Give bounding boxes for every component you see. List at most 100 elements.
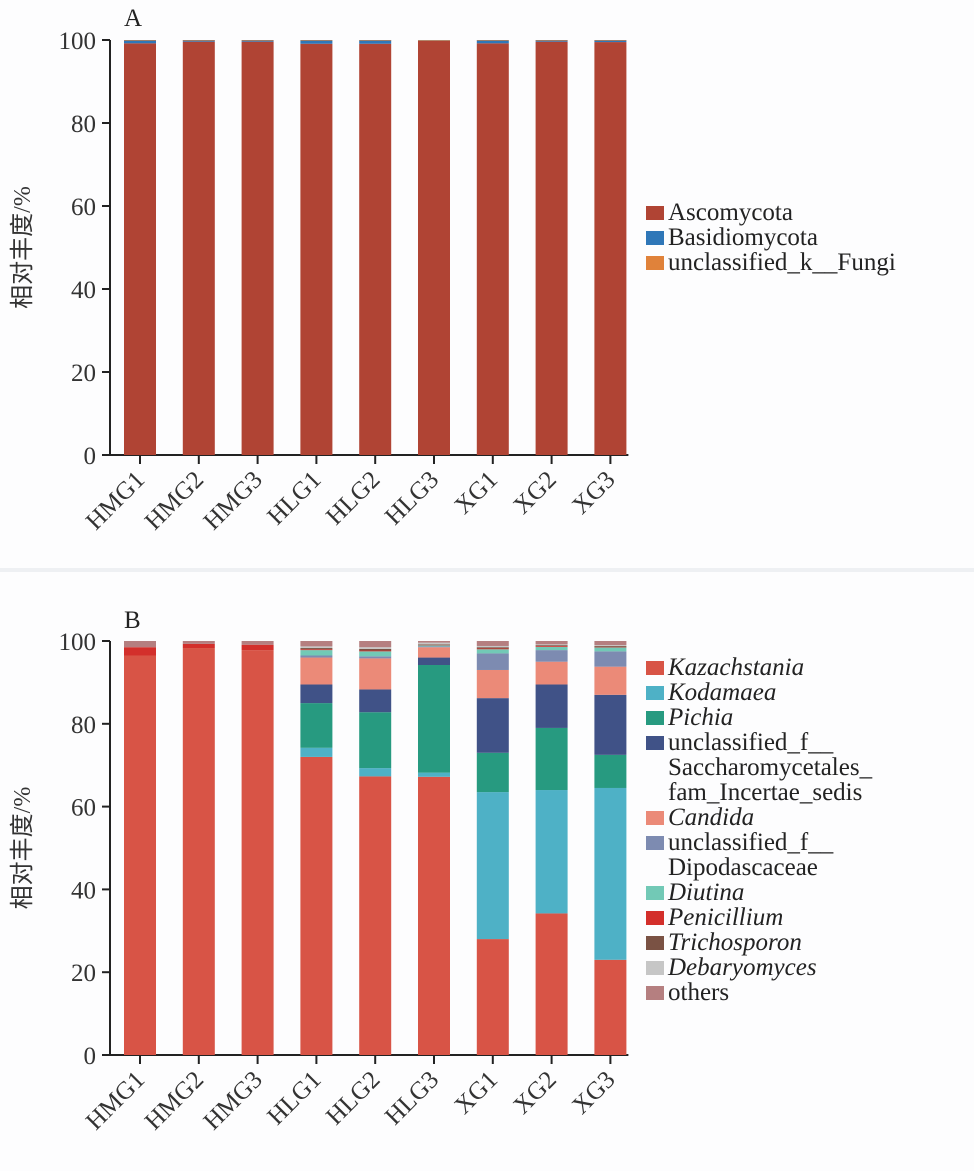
bar-stack-hlg1	[300, 641, 333, 1055]
x-tick-label: HMG1	[81, 1066, 150, 1135]
bar-segment	[535, 40, 568, 42]
bar-segment	[359, 650, 392, 652]
bar-segment	[594, 647, 627, 652]
panel-label: B	[124, 607, 141, 634]
legend-item: Ascomycota	[646, 200, 896, 225]
y-axis-title: 相对丰度/%	[9, 186, 36, 309]
bar-segment	[359, 768, 392, 777]
bar-segment	[241, 641, 274, 645]
bar-segment	[594, 42, 627, 455]
bar-stack-hlg3	[418, 40, 450, 456]
y-tick-label: 40	[71, 277, 96, 304]
bar-segment	[300, 756, 333, 1055]
legend-label: others	[668, 979, 730, 1006]
x-tick-label: XG1	[450, 1066, 503, 1119]
legend-label: Penicillium	[668, 904, 784, 931]
x-tick-label: XG1	[450, 466, 503, 519]
bar-segment	[359, 776, 392, 1055]
legend-label: Basidiomycota	[668, 224, 818, 251]
bar-stack-xg1	[476, 641, 509, 1055]
bar-segment	[359, 40, 392, 44]
bar-segment	[300, 655, 333, 658]
bar-segment	[535, 650, 568, 662]
bar-segment	[182, 643, 215, 649]
bar-segment	[182, 648, 215, 1055]
legend-item: Penicillium	[646, 905, 872, 930]
bar-segment	[535, 727, 568, 791]
x-tick-label: HMG3	[199, 1066, 268, 1135]
legend-label: Trichosporon	[668, 929, 802, 956]
bar-segment	[359, 43, 392, 456]
bar-stack-xg3	[594, 641, 627, 1055]
bar-segment	[535, 645, 568, 646]
y-tick-label: 100	[59, 629, 97, 656]
bar-segment	[300, 43, 333, 456]
bar-segment	[476, 648, 509, 650]
bar-segment	[594, 666, 627, 695]
bar-segment	[418, 776, 450, 1055]
bar-segment	[594, 651, 627, 667]
bar-segment	[300, 40, 333, 44]
legend-label: unclassified_k__Fungi	[668, 249, 896, 276]
bar-segment	[594, 40, 627, 43]
bar-segment	[300, 657, 333, 685]
legend-item: Kodamaea	[646, 680, 872, 705]
bar-segment	[300, 650, 333, 656]
bar-stack-xg2	[535, 641, 568, 1055]
y-tick-label: 0	[84, 443, 97, 470]
bar-stack-hmg3	[241, 641, 274, 1055]
bar-segment	[535, 684, 568, 728]
bar-segment	[124, 43, 156, 455]
bar-stack-hlg2	[359, 40, 392, 456]
y-tick-label: 80	[71, 111, 96, 138]
bar-segment	[359, 647, 392, 649]
bar-segment	[418, 647, 450, 658]
x-tick-label: HMG2	[140, 1066, 209, 1135]
bar-stack-xg2	[535, 40, 568, 455]
bar-segment	[594, 641, 627, 646]
bar-segment	[476, 792, 509, 940]
bar-segment	[300, 646, 333, 649]
bar-segment	[535, 661, 568, 685]
bar-segment	[476, 40, 509, 44]
legend-item: unclassified_f__ Dipodascaceae	[646, 830, 872, 880]
bar-segment	[594, 646, 627, 648]
legend-swatch	[646, 711, 664, 725]
bar-segment	[535, 40, 568, 41]
y-tick-label: 60	[71, 795, 96, 822]
bar-stack-hmg3	[241, 40, 274, 455]
bar-segment	[535, 913, 568, 1055]
legend-item: Diutina	[646, 880, 872, 905]
chart-panel-b: B 0 20 40 60 80 100 相对丰度/% HMG1 HMG2 HMG3 HLG1 HLG2 H…	[0, 572, 974, 1171]
legend-label: Kazachstania	[668, 654, 805, 681]
bar-segment	[418, 40, 450, 41]
bar-segment	[476, 645, 509, 648]
legend-item: unclassified_f__ Saccharomycetales_ fam_…	[646, 730, 872, 805]
bar-segment	[300, 747, 333, 757]
bar-segment	[535, 41, 568, 455]
legend-b: Kazachstania Kodamaea Pichia unclassified_f…	[646, 655, 872, 1005]
bar-segment	[359, 656, 392, 659]
bar-segment	[594, 754, 627, 788]
x-tick-label: HLG3	[380, 1066, 444, 1130]
chart-panel-a: A 0 20 40 60 80 100 相对丰度/% HMG1 HMG2 HMG3 HLG1 HLG2 H…	[0, 0, 974, 568]
bar-segment	[476, 40, 509, 41]
bar-segment	[535, 646, 568, 651]
y-tick-label: 20	[71, 360, 96, 387]
bar-segment	[359, 712, 392, 769]
bar-segment	[594, 787, 627, 960]
x-tick-label: XG3	[567, 466, 620, 519]
legend-swatch	[646, 661, 664, 675]
legend-swatch	[646, 961, 664, 975]
bar-segment	[476, 641, 509, 646]
bar-segment	[359, 651, 392, 657]
x-tick-label: HLG2	[321, 466, 385, 530]
bar-segment	[124, 647, 156, 656]
legend-label: unclassified_f__ Saccharomycetales_ fam_…	[668, 729, 873, 806]
legend-item: Trichosporon	[646, 930, 872, 955]
bar-segment	[359, 40, 392, 41]
legend-label: Pichia	[668, 704, 734, 731]
bar-segment	[124, 641, 156, 648]
legend-swatch	[646, 886, 664, 900]
bar-segment	[182, 40, 215, 41]
